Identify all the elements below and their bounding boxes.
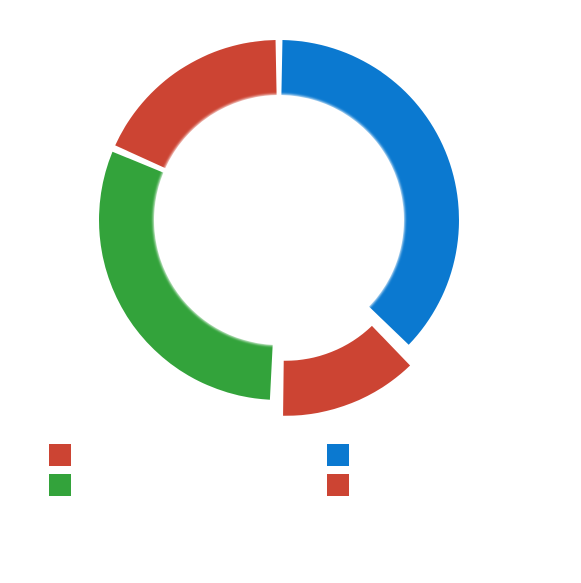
legend-swatch-2 bbox=[327, 444, 349, 466]
donut-inner-edge bbox=[155, 96, 404, 345]
legend-item-2[interactable] bbox=[327, 444, 349, 466]
donut-slice-2[interactable] bbox=[283, 326, 410, 416]
legend-swatch-4 bbox=[327, 474, 349, 496]
legend bbox=[49, 444, 349, 496]
legend-item-1[interactable] bbox=[49, 444, 71, 466]
legend-item-4[interactable] bbox=[327, 474, 349, 496]
donut-slice-3[interactable] bbox=[99, 152, 273, 400]
legend-item-3[interactable] bbox=[49, 474, 71, 496]
donut-slice-4[interactable] bbox=[115, 40, 276, 168]
donut-slices bbox=[99, 40, 459, 416]
legend-swatch-1 bbox=[49, 444, 71, 466]
donut-slice-1[interactable] bbox=[281, 40, 459, 345]
legend-swatch-3 bbox=[49, 474, 71, 496]
